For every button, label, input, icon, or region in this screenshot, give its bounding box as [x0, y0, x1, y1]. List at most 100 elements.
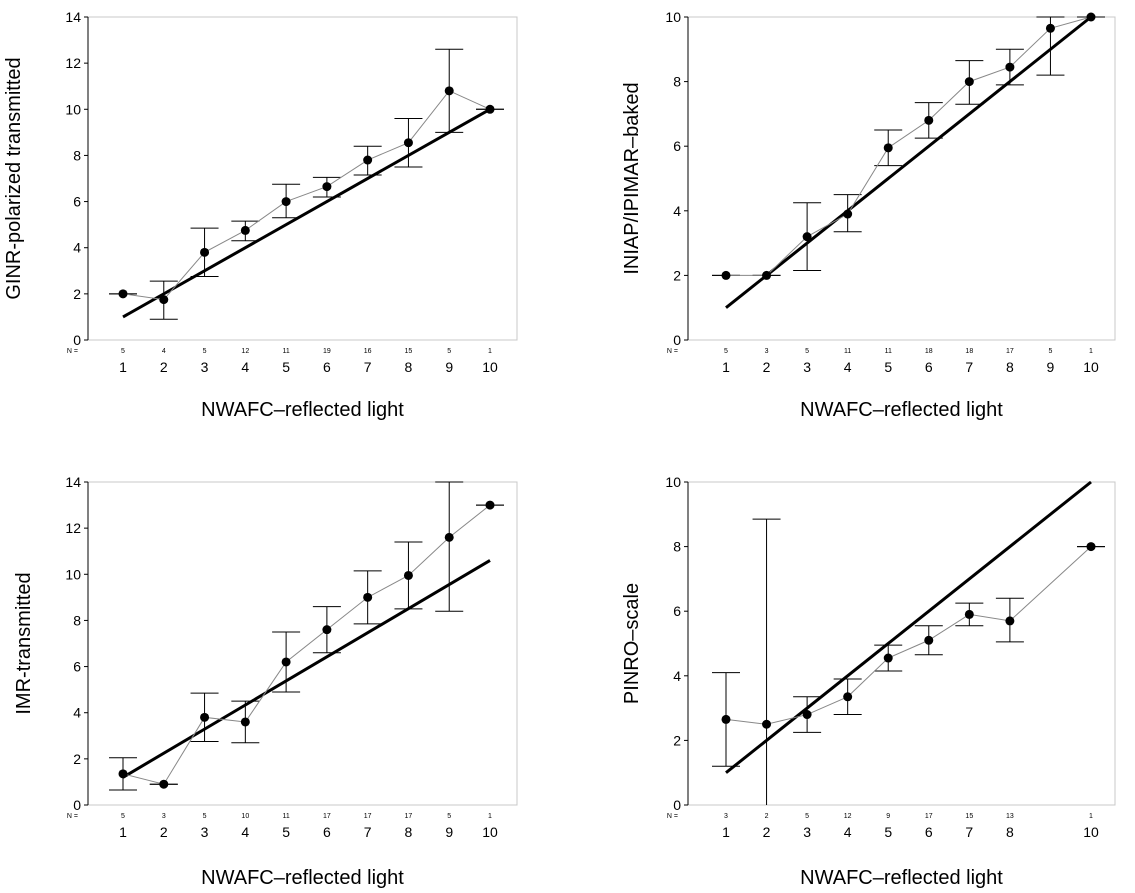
mean-point — [118, 769, 128, 779]
x-axis-label: NWAFC–reflected light — [201, 399, 404, 421]
x-tick-label: 10 — [1083, 359, 1099, 375]
n-count-label: 5 — [121, 348, 125, 355]
y-tick-label: 0 — [73, 332, 81, 348]
x-tick-label: 3 — [201, 359, 209, 375]
y-tick-label: 6 — [673, 603, 681, 619]
n-count-label: 12 — [844, 813, 852, 820]
x-tick-label: 4 — [241, 824, 249, 840]
x-tick-label: 10 — [482, 824, 498, 840]
n-count-label: 19 — [323, 348, 331, 355]
n-count-label: 17 — [364, 813, 372, 820]
x-tick-label: 3 — [803, 359, 811, 375]
n-count-label: 3 — [724, 813, 728, 820]
mean-point — [200, 247, 210, 257]
y-tick-label: 10 — [665, 9, 681, 25]
mean-point — [403, 570, 413, 580]
y-tick-label: 10 — [65, 566, 81, 582]
n-count-label: 2 — [765, 813, 769, 820]
reference-line — [725, 15, 1092, 309]
mean-point — [1045, 23, 1055, 33]
n-count-label: 18 — [965, 348, 973, 355]
mean-point — [159, 779, 169, 789]
x-axis-label: NWAFC–reflected light — [800, 867, 1003, 889]
n-prefix-label: N = — [667, 348, 678, 355]
mean-point — [444, 532, 454, 542]
x-tick-label: 6 — [323, 359, 331, 375]
n-count-label: 10 — [241, 813, 249, 820]
y-tick-label: 8 — [73, 147, 81, 163]
y-tick-label: 6 — [73, 194, 81, 210]
n-count-label: 15 — [965, 813, 973, 820]
y-tick-label: 6 — [73, 659, 81, 675]
mean-point — [281, 657, 291, 667]
n-count-label: 1 — [1089, 813, 1093, 820]
y-tick-label: 4 — [673, 668, 681, 684]
n-count-label: 5 — [203, 348, 207, 355]
plot-frame — [87, 481, 518, 806]
x-tick-label: 8 — [405, 359, 413, 375]
y-tick-label: 0 — [73, 797, 81, 813]
n-count-label: 1 — [488, 348, 492, 355]
x-tick-label: 2 — [160, 824, 168, 840]
x-tick-label: 6 — [925, 824, 933, 840]
mean-line — [725, 546, 1092, 725]
mean-point — [883, 653, 893, 663]
mean-point — [1086, 542, 1096, 552]
y-tick-label: 0 — [673, 332, 681, 348]
n-count-label: 9 — [886, 813, 890, 820]
chart-panel-3: 0 2 4 6 8 10 12 14 N = 5 1 3 2 5 3 10 4 11 5 17 6 17 7 17 8 5 9 1 10… — [13, 474, 518, 889]
x-tick-label: 7 — [965, 824, 973, 840]
plot-frame — [687, 16, 1116, 341]
mean-point — [1005, 62, 1015, 72]
n-count-label: 5 — [724, 348, 728, 355]
mean-line — [122, 90, 491, 301]
plot-frame — [87, 16, 518, 341]
x-tick-label: 5 — [282, 824, 290, 840]
n-count-label: 11 — [282, 813, 289, 820]
x-tick-label: 4 — [844, 359, 852, 375]
n-count-label: 5 — [1048, 348, 1052, 355]
mean-point — [281, 197, 291, 207]
mean-point — [403, 138, 413, 148]
n-count-label: 11 — [844, 348, 851, 355]
mean-point — [802, 232, 812, 242]
reference-line — [122, 107, 491, 319]
x-tick-label: 1 — [119, 359, 127, 375]
x-tick-label: 4 — [241, 359, 249, 375]
n-count-label: 5 — [447, 348, 451, 355]
n-count-label: 3 — [765, 348, 769, 355]
y-tick-label: 8 — [673, 74, 681, 90]
mean-point — [485, 104, 495, 114]
mean-point — [322, 182, 332, 192]
n-count-label: 17 — [1006, 348, 1014, 355]
y-axis-label: INIAP/IPIMAR–baked — [621, 82, 643, 274]
x-tick-label: 3 — [201, 824, 209, 840]
x-axis-label: NWAFC–reflected light — [201, 867, 404, 889]
n-count-label: 12 — [241, 348, 249, 355]
n-prefix-label: N = — [67, 348, 78, 355]
mean-point — [883, 143, 893, 153]
y-tick-label: 14 — [65, 9, 81, 25]
mean-point — [964, 77, 974, 87]
y-tick-label: 4 — [673, 203, 681, 219]
y-tick-label: 8 — [73, 612, 81, 628]
x-tick-label: 5 — [282, 359, 290, 375]
x-tick-label: 8 — [1006, 824, 1014, 840]
mean-line — [726, 16, 1092, 276]
mean-point — [964, 609, 974, 619]
plot-frame — [687, 481, 1116, 806]
mean-line — [122, 504, 491, 785]
x-tick-label: 2 — [160, 359, 168, 375]
mean-point — [843, 209, 853, 219]
x-tick-label: 1 — [119, 824, 127, 840]
n-count-label: 5 — [203, 813, 207, 820]
n-count-label: 1 — [488, 813, 492, 820]
mean-point — [322, 625, 332, 635]
n-count-label: 17 — [405, 813, 413, 820]
n-count-label: 3 — [162, 813, 166, 820]
n-count-label: 5 — [121, 813, 125, 820]
x-tick-label: 9 — [445, 359, 453, 375]
x-tick-label: 5 — [884, 359, 892, 375]
